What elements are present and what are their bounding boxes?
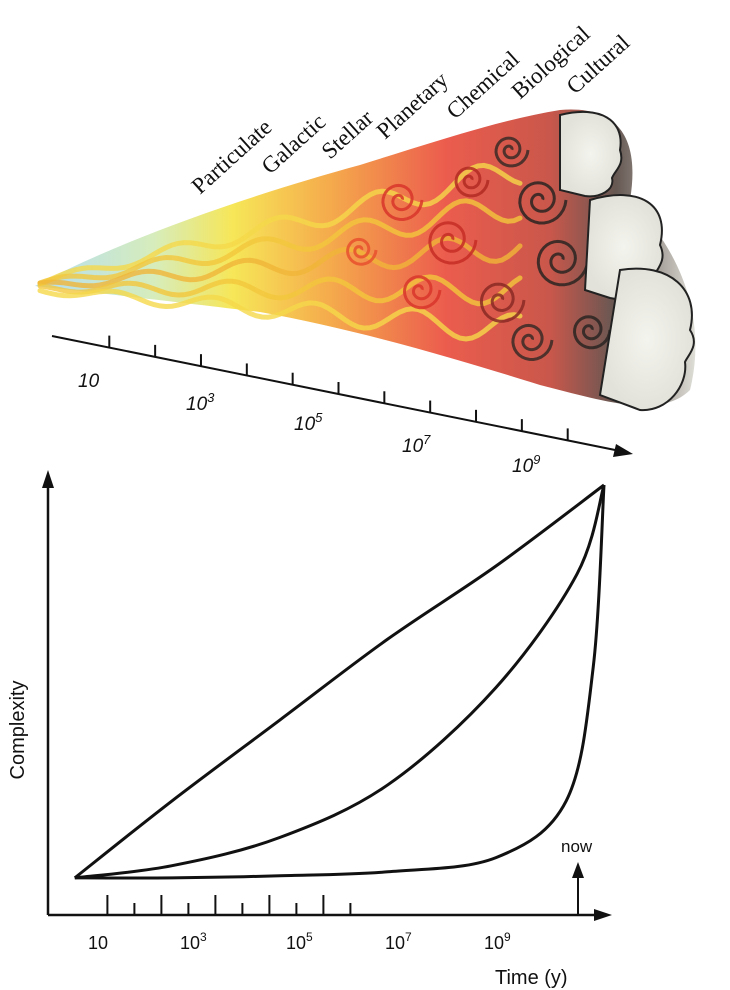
human-heads-drawing xyxy=(559,110,695,412)
complexity-curve-2 xyxy=(74,484,606,880)
complexity-curve-1 xyxy=(73,483,605,880)
complexity-chart: 10 103 105 107 109 now Complexity Time (y) xyxy=(7,470,612,989)
swirl-mark xyxy=(494,136,530,168)
y-axis-arrowhead-icon xyxy=(42,470,54,488)
wavy-ribbon xyxy=(37,198,523,286)
complexity-curve-3 xyxy=(74,484,606,880)
x-axis-title: Time (y) xyxy=(495,967,568,989)
cosmic-evolution-illustration: ParticulateGalacticStellarPlanetaryChemi… xyxy=(35,21,696,477)
swirl-mark xyxy=(511,323,554,362)
x-tick-label: 105 xyxy=(286,930,313,953)
x-tick-label: 10 xyxy=(88,933,108,953)
swirl-texture xyxy=(346,136,612,362)
swirl-mark xyxy=(381,183,424,222)
swirl-mark xyxy=(346,237,378,266)
swirl-mark xyxy=(572,315,612,350)
x-axis-arrowhead-icon xyxy=(594,909,612,921)
wavy-ribbon xyxy=(37,162,523,287)
wavy-ribbon xyxy=(37,235,523,289)
timeline-label: 109 xyxy=(512,452,540,477)
swirl-mark xyxy=(428,221,478,265)
now-label: now xyxy=(561,837,593,856)
y-axis-title: Complexity xyxy=(7,681,29,780)
swirl-mark xyxy=(402,275,442,310)
timeline-label: 107 xyxy=(402,432,431,457)
timeline-axis: 10 103 105 107 109 xyxy=(51,335,633,477)
now-arrow-icon xyxy=(572,862,584,878)
x-tick-label: 103 xyxy=(180,930,207,953)
x-tick-label: 107 xyxy=(385,930,412,953)
wavy-ribbon xyxy=(37,274,523,307)
swirl-mark xyxy=(454,166,490,198)
swirl-mark xyxy=(536,239,590,287)
x-tick-label: 109 xyxy=(484,930,511,953)
era-label-stellar: Stellar xyxy=(317,105,379,164)
timeline-arrowhead-icon xyxy=(613,444,633,457)
timeline-label: 10 xyxy=(78,371,100,392)
now-marker: now xyxy=(561,837,593,915)
wavy-ribbons xyxy=(37,162,523,342)
timeline-label: 105 xyxy=(294,410,323,435)
wavy-ribbon xyxy=(37,288,523,342)
timeline-label: 103 xyxy=(186,390,215,415)
swirl-mark xyxy=(518,181,568,225)
swirl-mark xyxy=(479,282,526,323)
